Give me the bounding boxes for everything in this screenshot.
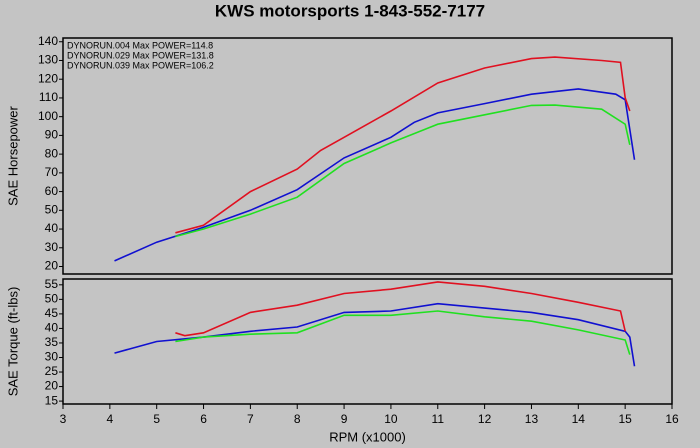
series-line	[175, 56, 631, 234]
plot-frame	[62, 37, 673, 275]
y-tick-label: 45	[45, 306, 59, 320]
x-tick-label: 16	[665, 412, 679, 426]
x-tick-label: 11	[432, 412, 445, 426]
series-line	[175, 281, 626, 337]
y-tick-label: 20	[45, 379, 59, 393]
x-axis-label: RPM (x1000)	[329, 429, 406, 444]
x-tick-label: 6	[200, 412, 207, 426]
y-tick-label: 35	[45, 335, 59, 349]
y-axis-label: SAE Torque (ft-lbs)	[5, 287, 20, 397]
x-tick-label: 12	[478, 412, 492, 426]
chart-title: KWS motorsports 1-843-552-7177	[215, 1, 485, 20]
y-tick-label: 80	[45, 146, 59, 160]
x-tick-label: 3	[60, 412, 67, 426]
series-line	[175, 310, 631, 355]
legend-entry: DYNORUN.029 Max POWER=131.8	[67, 50, 214, 60]
x-tick-label: 4	[107, 412, 114, 426]
x-tick-label: 15	[618, 412, 632, 426]
y-tick-label: 15	[45, 393, 59, 407]
x-tick-label: 13	[525, 412, 539, 426]
y-tick-label: 50	[45, 292, 59, 306]
plot-frame	[62, 278, 673, 405]
y-tick-label: 50	[45, 202, 59, 216]
x-tick-label: 5	[153, 412, 160, 426]
y-tick-label: 20	[45, 259, 59, 273]
series-line	[175, 104, 631, 238]
x-tick-label: 14	[572, 412, 586, 426]
y-axis-label: SAE Horsepower	[5, 105, 20, 205]
x-tick-label: 7	[247, 412, 254, 426]
y-tick-label: 30	[45, 350, 59, 364]
y-tick-label: 120	[38, 71, 58, 85]
x-tick-label: 10	[384, 412, 398, 426]
x-tick-label: 9	[341, 412, 348, 426]
y-tick-label: 40	[45, 321, 59, 335]
legend-entry: DYNORUN.039 Max POWER=106.2	[67, 60, 214, 70]
y-tick-label: 130	[38, 53, 58, 67]
y-tick-label: 100	[38, 109, 58, 123]
series-line	[114, 88, 636, 262]
y-tick-label: 25	[45, 364, 59, 378]
y-tick-label: 90	[45, 128, 59, 142]
y-tick-label: 70	[45, 165, 59, 179]
x-tick-label: 8	[294, 412, 301, 426]
y-tick-label: 60	[45, 184, 59, 198]
y-tick-label: 40	[45, 221, 59, 235]
y-tick-label: 140	[38, 34, 58, 48]
y-tick-label: 30	[45, 240, 59, 254]
legend-entry: DYNORUN.004 Max POWER=114.8	[67, 40, 213, 50]
y-tick-label: 110	[39, 90, 58, 104]
y-tick-label: 55	[45, 277, 59, 291]
